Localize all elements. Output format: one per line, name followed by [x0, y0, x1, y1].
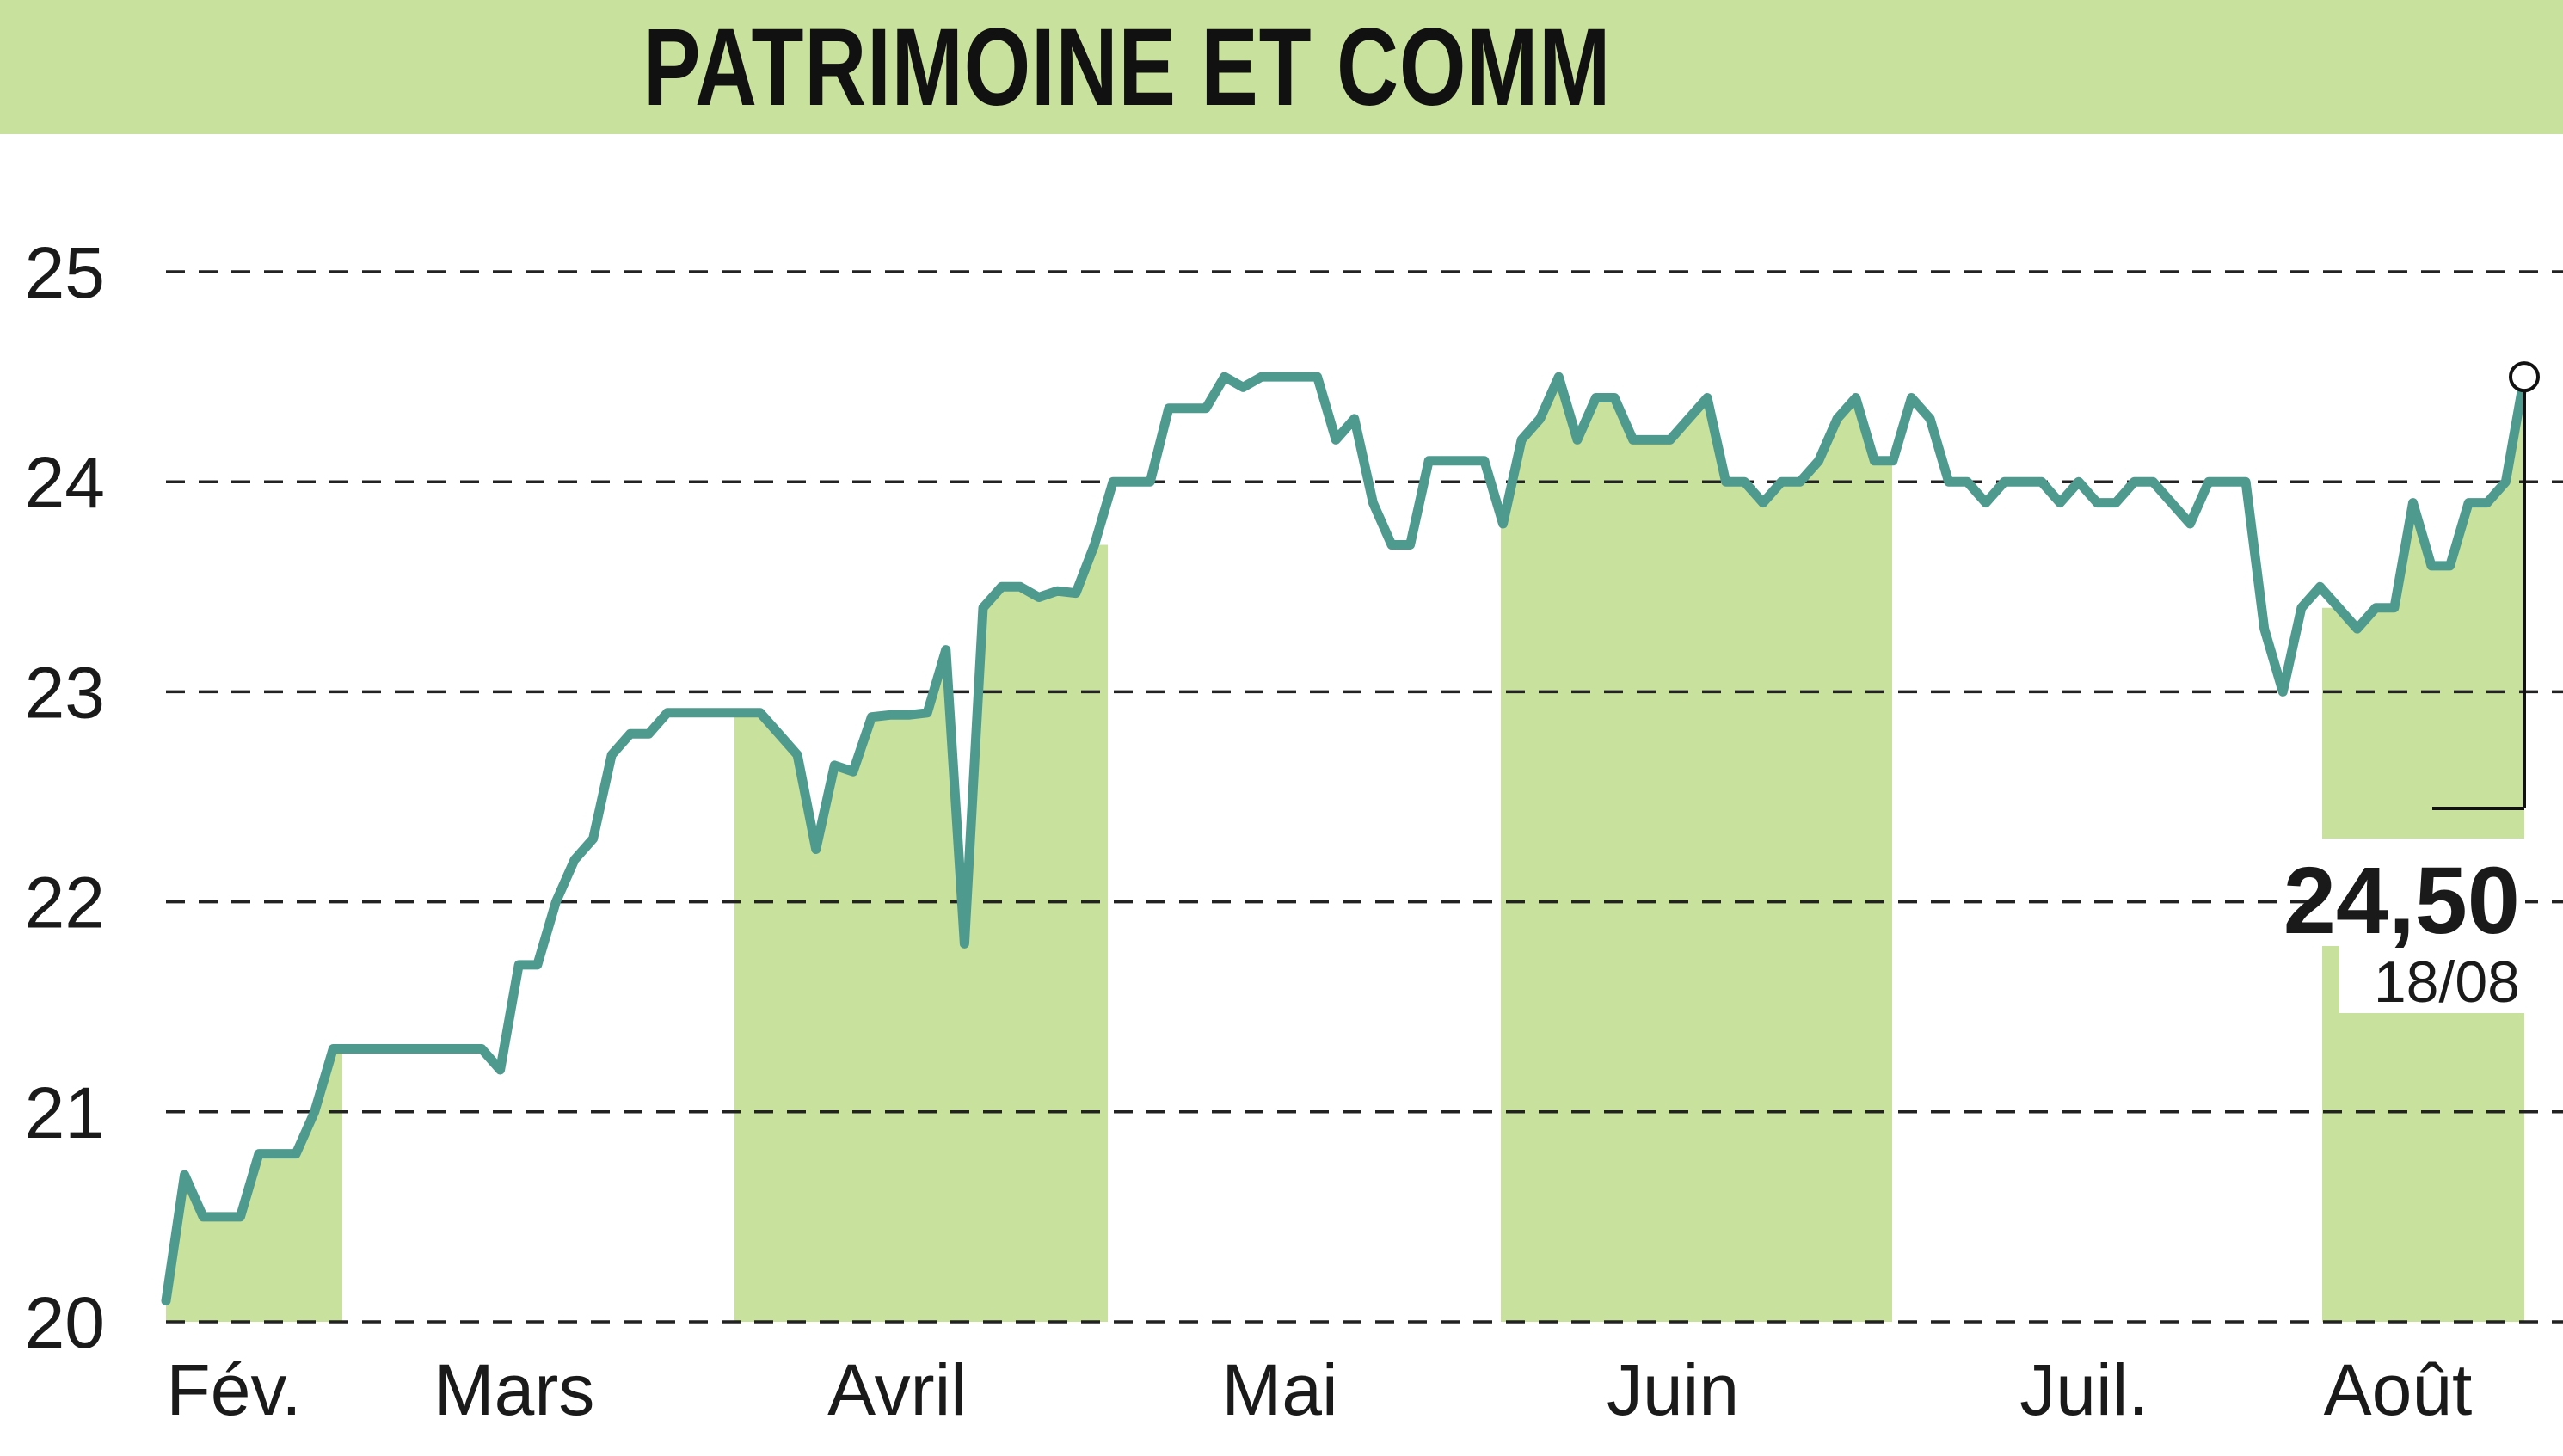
title-bar [0, 0, 2563, 134]
x-tick-label: Août [2324, 1349, 2473, 1430]
y-tick-label: 25 [25, 232, 105, 313]
last-date-label: 18/08 [2374, 949, 2520, 1015]
y-axis-ticks: 20 21 22 23 24 25 [25, 232, 105, 1363]
x-tick-label: Avril [827, 1349, 967, 1430]
last-value-label: 24,50 [2283, 848, 2520, 954]
gridlines [166, 270, 2563, 1324]
y-tick-label: 20 [25, 1282, 105, 1363]
x-tick-label: Juil. [2019, 1349, 2148, 1430]
x-tick-label: Juin [1607, 1349, 1739, 1430]
y-tick-label: 24 [25, 442, 105, 523]
month-bands [166, 377, 2524, 1323]
month-band [734, 544, 1108, 1322]
y-tick-label: 21 [25, 1072, 105, 1153]
series-group [161, 372, 2529, 1306]
x-tick-label: Mars [434, 1349, 595, 1430]
x-axis-month-labels: Fév. Mars Avril Mai Juin Juil. Août [166, 1349, 2472, 1430]
annotation-box [2339, 946, 2525, 1013]
series-line [161, 372, 2529, 1306]
x-tick-label: Mai [1221, 1349, 1337, 1430]
y-tick-label: 23 [25, 652, 105, 733]
x-tick-label: Fév. [166, 1349, 301, 1430]
last-point-marker [2509, 361, 2540, 393]
annotation-box [2322, 839, 2525, 946]
month-band [1501, 377, 1892, 1323]
chart-title: PATRIMOINE ET COMM [643, 5, 1612, 129]
y-tick-label: 22 [25, 863, 105, 943]
